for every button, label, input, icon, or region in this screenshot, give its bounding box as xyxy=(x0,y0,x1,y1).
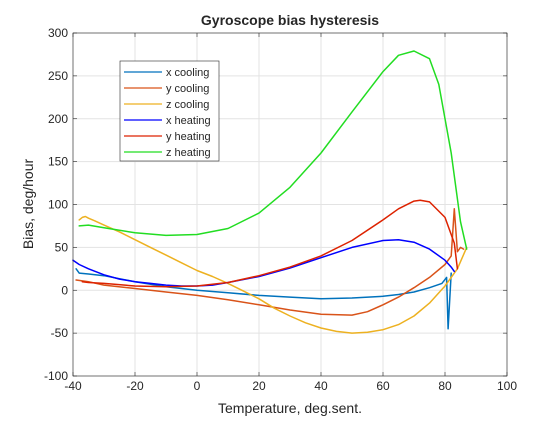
x-tick-label: 80 xyxy=(438,379,452,393)
legend-label: y cooling xyxy=(166,83,209,95)
y-tick-label: 0 xyxy=(61,283,68,297)
x-tick-labels: -40 -20 0 20 40 60 80 100 xyxy=(64,379,517,393)
series-line-z-cooling xyxy=(78,215,468,334)
x-tick-label: 20 xyxy=(252,379,266,393)
legend-items: x cooling y cooling z cooling x heating y he… xyxy=(124,67,211,159)
y-tick-label: 50 xyxy=(55,240,69,254)
y-tick-label: 250 xyxy=(48,69,68,83)
x-tick-label: -40 xyxy=(64,379,82,393)
y-tick-label: 150 xyxy=(48,155,68,169)
x-tick-label: 100 xyxy=(497,379,517,393)
x-axis-label: Temperature, deg.sent. xyxy=(218,400,362,416)
x-tick-label: 0 xyxy=(194,379,201,393)
y-tick-label: -100 xyxy=(44,369,68,383)
legend: x cooling y cooling z cooling x heating y he… xyxy=(119,60,220,162)
x-tick-label: 40 xyxy=(314,379,328,393)
x-tick-label: -20 xyxy=(126,379,144,393)
y-tick-label: 300 xyxy=(48,26,68,40)
y-axis-label: Bias, deg/hour xyxy=(20,159,36,250)
y-tick-label: 200 xyxy=(48,112,68,126)
chart-title: Gyroscope bias hysteresis xyxy=(201,12,379,28)
series-line-y-heating xyxy=(81,199,459,288)
y-tick-label: 100 xyxy=(48,198,68,212)
series-line-y-cooling xyxy=(75,208,465,316)
legend-box xyxy=(119,60,220,162)
legend-label: z heating xyxy=(166,147,211,159)
tick-marks xyxy=(72,32,508,377)
series-line-z-heating xyxy=(78,50,468,250)
x-tick-label: 60 xyxy=(376,379,390,393)
y-tick-labels: -100 -50 0 50 100 150 200 250 300 xyxy=(44,26,68,383)
legend-label: z cooling xyxy=(166,99,209,111)
legend-label: x cooling xyxy=(166,67,209,79)
y-tick-label: -50 xyxy=(51,326,69,340)
legend-label: y heating xyxy=(166,131,211,143)
legend-label: x heating xyxy=(166,115,211,127)
data-series-group xyxy=(72,50,468,334)
